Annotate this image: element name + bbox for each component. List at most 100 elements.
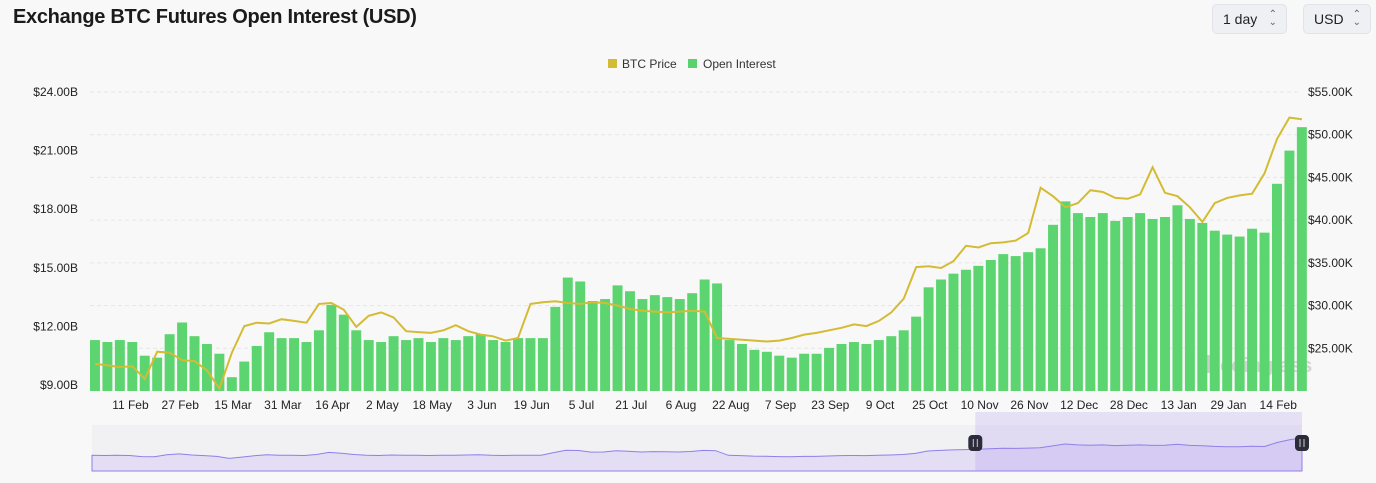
open-interest-bar [1023, 252, 1034, 391]
open-interest-bar [1010, 256, 1021, 391]
x-tick-label: 7 Sep [765, 398, 797, 412]
open-interest-bar [164, 334, 175, 391]
open-interest-bar [413, 338, 424, 391]
open-interest-bar [1209, 230, 1220, 391]
open-interest-bar [1085, 217, 1096, 391]
x-tick-label: 28 Dec [1110, 398, 1148, 412]
range-navigator[interactable] [91, 412, 1309, 472]
open-interest-bar [811, 353, 822, 391]
navigator-series [91, 437, 1303, 472]
open-interest-bar [960, 269, 971, 391]
open-interest-bar [898, 330, 909, 391]
open-interest-bar [911, 316, 922, 391]
x-tick-label: 3 Jun [467, 398, 496, 412]
open-interest-bar [475, 334, 486, 391]
left-tick-label: $24.00B [33, 85, 78, 99]
x-tick-label: 9 Oct [866, 398, 895, 412]
open-interest-bar [264, 332, 275, 391]
open-interest-bar [201, 343, 212, 391]
open-interest-bar [1110, 220, 1121, 391]
legend-label-open-interest: Open Interest [703, 57, 776, 71]
open-interest-bar [1272, 183, 1282, 391]
open-interest-bar [662, 297, 673, 391]
open-interest-bar [687, 293, 698, 391]
open-interest-bar [575, 281, 586, 391]
x-tick-label: 2 May [366, 398, 399, 412]
navigator-handle-left[interactable] [968, 435, 983, 451]
open-interest-bar [948, 273, 959, 391]
open-interest-bar [985, 259, 996, 391]
open-interest-bar [1048, 224, 1058, 391]
btc-price-line [94, 116, 1303, 391]
open-interest-bar [488, 340, 499, 391]
chevron-updown-icon: ⌃ ⌄ [1352, 9, 1361, 28]
x-tick-label: 31 Mar [264, 398, 301, 412]
open-interest-bar [189, 336, 200, 391]
x-tick-label: 12 Dec [1060, 398, 1098, 412]
open-interest-bar [152, 357, 163, 391]
left-tick-label: $21.00B [33, 144, 78, 158]
x-tick-label: 26 Nov [1010, 398, 1048, 412]
x-tick-label: 11 Feb [112, 398, 149, 412]
open-interest-bars [90, 127, 1307, 391]
interval-select[interactable]: 1 day ⌃ ⌄ [1212, 4, 1287, 34]
right-axis: $55.00K $50.00K $45.00K $40.00K $35.00K $30.0… [1308, 85, 1353, 355]
open-interest-bar [363, 340, 374, 391]
x-tick-label: 29 Jan [1210, 398, 1246, 412]
open-interest-bar [674, 299, 685, 391]
open-interest-bar [1160, 217, 1170, 391]
x-tick-label: 15 Mar [214, 398, 251, 412]
open-interest-bar [612, 285, 623, 391]
open-interest-bar [1172, 205, 1183, 391]
legend-swatch-btc-price [608, 59, 617, 68]
x-tick-label: 25 Oct [912, 398, 948, 412]
right-tick-label: $45.00K [1308, 170, 1353, 184]
x-tick-label: 23 Sep [811, 398, 849, 412]
open-interest-bar [1097, 213, 1108, 391]
open-interest-bar [1222, 234, 1233, 391]
x-tick-label: 13 Jan [1161, 398, 1197, 412]
navigator-handle-right[interactable] [1295, 435, 1309, 451]
open-interest-bar [1135, 213, 1146, 391]
left-tick-label: $12.00B [33, 319, 78, 333]
right-tick-label: $40.00K [1308, 213, 1353, 227]
navigator-selection[interactable] [975, 412, 1302, 471]
open-interest-bar [463, 336, 474, 391]
open-interest-bar [936, 279, 947, 391]
open-interest-bar [923, 287, 934, 391]
open-interest-bar [90, 340, 100, 391]
open-interest-bar [251, 345, 262, 391]
open-interest-bar [289, 338, 300, 391]
x-tick-label: 21 Jul [615, 398, 647, 412]
right-tick-label: $50.00K [1308, 128, 1353, 142]
open-interest-bar [214, 353, 225, 391]
open-interest-bar [513, 338, 523, 391]
open-interest-bar [973, 265, 984, 391]
open-interest-bar [786, 357, 797, 391]
open-interest-bar [376, 342, 387, 391]
currency-select[interactable]: USD ⌃ ⌄ [1303, 4, 1371, 34]
open-interest-bar [550, 306, 561, 391]
legend-item-btc-price[interactable]: BTC Price [608, 57, 677, 71]
legend-label-btc-price: BTC Price [622, 57, 677, 71]
legend-item-open-interest[interactable]: Open Interest [688, 57, 776, 71]
open-interest-bar [637, 299, 648, 391]
open-interest-bar [226, 377, 237, 391]
open-interest-bar [1284, 150, 1295, 391]
open-interest-bar [600, 299, 611, 391]
open-interest-bar [1035, 248, 1046, 391]
right-tick-label: $55.00K [1308, 85, 1353, 99]
x-tick-label: 5 Jul [569, 398, 594, 412]
x-tick-label: 16 Apr [315, 398, 350, 412]
open-interest-bar [537, 338, 548, 391]
open-interest-bar [450, 340, 461, 391]
open-interest-bar [824, 347, 835, 391]
open-interest-bar [1147, 218, 1158, 391]
open-interest-bar [861, 343, 872, 391]
left-axis: $24.00B $21.00B $18.00B $15.00B $12.00B $9.00… [33, 85, 78, 392]
open-interest-bar [301, 342, 312, 391]
open-interest-bar [401, 340, 411, 391]
open-interest-bar [239, 361, 250, 391]
